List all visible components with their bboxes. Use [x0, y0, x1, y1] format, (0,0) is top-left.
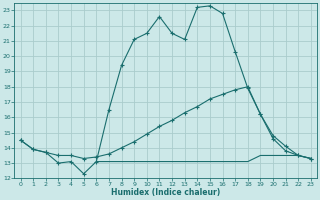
X-axis label: Humidex (Indice chaleur): Humidex (Indice chaleur)	[111, 188, 220, 197]
